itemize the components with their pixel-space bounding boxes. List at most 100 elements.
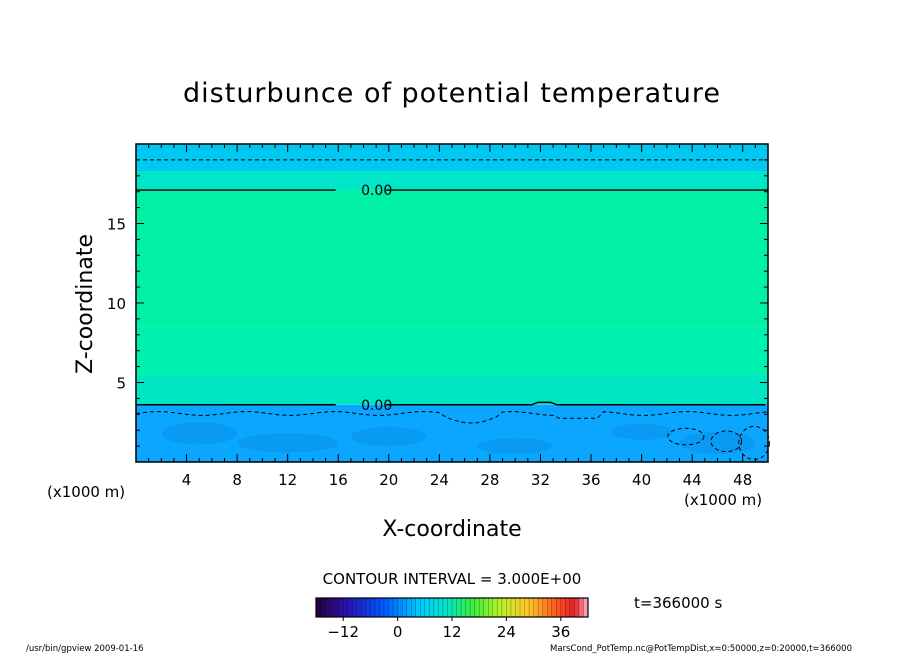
x-tick-label: 16: [329, 471, 348, 489]
colorbar-cell: [470, 598, 475, 617]
colorbar-cell: [447, 598, 453, 617]
colorbar-tick-label: 12: [442, 623, 461, 641]
colorbar-tick-label: 36: [551, 623, 570, 641]
x-tick-label: 48: [733, 471, 752, 489]
y-tick-labels: 5 10 15: [107, 216, 126, 393]
colorbar-cell: [569, 598, 575, 617]
colorbar-cell: [393, 598, 398, 617]
colorbar-cell: [456, 598, 462, 617]
colorbar-cell: [479, 598, 485, 617]
contour-zero-bottom: [386, 401, 766, 406]
colorbar-cell: [565, 598, 571, 617]
colorbar-cell: [370, 598, 376, 617]
x-unit-left: (x1000 m): [47, 483, 125, 501]
contour-dashed-closed: [738, 425, 770, 460]
colorbar-cell: [538, 598, 543, 617]
colorbar-cell: [320, 598, 326, 617]
colorbar-cell: [433, 598, 439, 617]
x-tick-label: 32: [531, 471, 550, 489]
chart-title: disturbunce of potential temperature: [183, 78, 721, 109]
x-tick-label: 36: [581, 471, 600, 489]
colorbar-cell: [520, 598, 525, 617]
colorbar-cell: [560, 598, 566, 617]
colorbar-cell: [533, 598, 539, 617]
x-tick-label: 44: [683, 471, 702, 489]
footer-right: MarsCond_PotTemp.nc@PotTempDist,x=0:5000…: [550, 644, 852, 654]
y-axis-label: Z-coordinate: [73, 234, 98, 374]
colorbar-cell: [497, 598, 503, 617]
x-tick-label: 4: [182, 471, 192, 489]
colorbar-cell: [515, 598, 521, 617]
field-band: [136, 326, 768, 375]
contour-label: 0.00: [361, 183, 392, 199]
colorbar-cell: [438, 598, 444, 617]
colorbar-cell: [356, 598, 362, 617]
colorbar-cell: [474, 598, 480, 617]
colorbar-cell: [415, 598, 421, 617]
colorbar-cell: [429, 598, 435, 617]
y-tick-label: 15: [107, 216, 126, 234]
colorbar-cell: [506, 598, 512, 617]
colorbar-cell: [578, 598, 584, 617]
colorbar-cell: [574, 598, 580, 617]
contour-labels: 0.00 0.00: [361, 183, 392, 414]
colorbar-cell: [542, 598, 548, 617]
colorbar-tick-label: 24: [497, 623, 516, 641]
colorbar-cell: [420, 598, 426, 617]
contour-interval-text: CONTOUR INTERVAL = 3.000E+00: [323, 570, 582, 588]
colorbar-cell: [352, 598, 358, 617]
x-tick-label: 12: [278, 471, 297, 489]
colorbar-cell: [379, 598, 385, 617]
field-band: [136, 190, 768, 327]
colorbar-cell: [461, 598, 466, 617]
contour-lines: [135, 159, 770, 460]
field-blob: [679, 431, 756, 455]
contour-dashed-bottom: [135, 411, 769, 424]
x-tick-label: 24: [430, 471, 449, 489]
colorbar-cell: [529, 598, 534, 617]
colorbar: [315, 597, 589, 618]
colorbar-cell: [343, 598, 349, 617]
field-band: [136, 374, 768, 405]
contour-dashed-closed: [667, 427, 705, 446]
time-label: t=366000 s: [634, 594, 722, 612]
field-blob: [610, 423, 674, 440]
colorbar-cell: [365, 598, 371, 617]
colorbar-cell: [492, 598, 498, 617]
contour-label: 0.00: [361, 398, 392, 414]
x-axis-label: X-coordinate: [382, 517, 521, 542]
colorbar-cell: [583, 598, 589, 617]
colorbar-cell: [488, 598, 494, 617]
colorbar-cell: [465, 598, 471, 617]
field-blob: [350, 427, 427, 447]
colorbar-cell: [397, 598, 403, 617]
heatmap-field: [136, 144, 768, 462]
colorbar-tick-labels: −12 0 12 24 36: [327, 617, 570, 641]
x-tick-label: 20: [379, 471, 398, 489]
axis-ticks: [136, 144, 768, 462]
colorbar-cell: [452, 598, 457, 617]
colorbar-cell: [547, 598, 553, 617]
colorbar-cell: [329, 598, 335, 617]
x-unit-right: (x1000 m): [684, 491, 762, 509]
colorbar-cell: [483, 598, 489, 617]
colorbar-cell: [424, 598, 430, 617]
colorbar-cell: [442, 598, 448, 617]
field-blob: [161, 422, 238, 445]
field-band: [136, 144, 768, 172]
x-tick-labels: 4 8 12 16 20 24 28 32 36 40 44 48: [182, 471, 752, 489]
colorbar-tick-label: 0: [393, 623, 403, 641]
colorbar-cell: [338, 598, 344, 617]
colorbar-cell: [347, 598, 353, 617]
colorbar-cell: [334, 598, 339, 617]
colorbar-cell: [411, 598, 417, 617]
heatmap-blobs: [161, 422, 756, 455]
colorbar-cell: [316, 598, 321, 617]
y-tick-label: 10: [107, 295, 126, 313]
colorbar-cell: [325, 598, 330, 617]
colorbar-cell: [402, 598, 407, 617]
x-tick-label: 28: [480, 471, 499, 489]
colorbar-cell: [556, 598, 562, 617]
x-tick-label: 40: [632, 471, 651, 489]
field-blob: [237, 433, 339, 453]
